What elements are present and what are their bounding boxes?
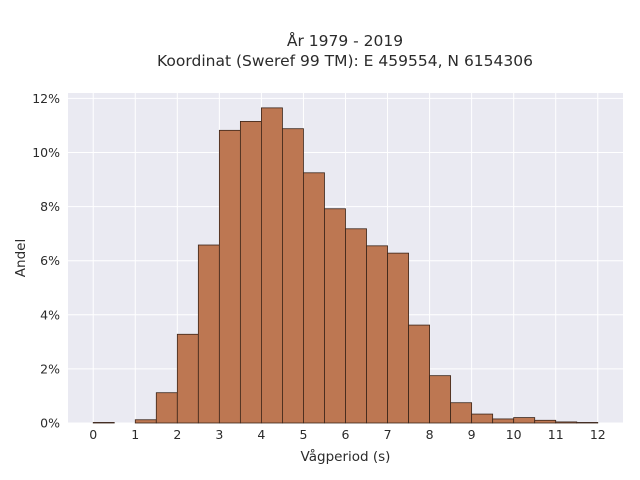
histogram-bar-5 (197, 244, 220, 424)
histogram-bar-16 (429, 375, 452, 424)
y-tick-label-6: 12% (32, 91, 60, 106)
histogram-bar-22 (555, 421, 578, 424)
histogram-bar-21 (534, 419, 557, 424)
histogram-bar-13 (366, 245, 388, 424)
x-tick-label-12: 12 (590, 427, 606, 442)
histogram-bar-4 (176, 333, 199, 424)
histogram-bar-23 (576, 422, 599, 424)
chart-title-line-2: Koordinat (Sweref 99 TM): E 459554, N 61… (157, 52, 533, 70)
y-tick-label-5: 10% (32, 145, 60, 160)
histogram-bar-10 (303, 172, 325, 424)
y-axis-ticks: 0% 2% 4% 6% 8% 10% 12% (32, 91, 60, 431)
histogram-bar-14 (387, 252, 409, 424)
x-axis-label: Vågperiod (s) (301, 448, 391, 465)
x-tick-label-10: 10 (506, 427, 522, 442)
x-tick-label-6: 6 (342, 427, 350, 442)
y-axis-label: Andel (13, 239, 29, 277)
x-tick-label-11: 11 (548, 427, 564, 442)
histogram-bar-12 (345, 228, 367, 424)
x-axis-ticks: 0 1 2 3 4 5 6 7 8 9 10 11 12 (89, 427, 605, 442)
y-tick-label-4: 8% (40, 199, 60, 214)
histogram-bar-8 (261, 107, 283, 424)
histogram-bar-3 (155, 392, 178, 424)
histogram-bar-7 (239, 121, 262, 424)
histogram-bar-9 (282, 128, 304, 424)
x-tick-label-1: 1 (131, 427, 139, 442)
x-tick-label-2: 2 (173, 427, 181, 442)
y-tick-label-1: 2% (40, 361, 60, 376)
x-tick-label-5: 5 (299, 427, 307, 442)
histogram-bar-0 (92, 422, 115, 424)
histogram-bar-6 (218, 129, 241, 424)
histogram-bar-19 (492, 418, 515, 424)
histogram-bar-18 (471, 413, 494, 424)
y-tick-label-0: 0% (40, 416, 60, 431)
x-tick-label-3: 3 (215, 427, 223, 442)
histogram-bar-17 (450, 402, 473, 424)
histogram-bar-2 (134, 419, 157, 424)
x-tick-label-4: 4 (257, 427, 265, 442)
histogram-bar-20 (513, 417, 536, 424)
x-tick-label-9: 9 (468, 427, 476, 442)
x-tick-label-8: 8 (426, 427, 434, 442)
y-tick-label-2: 4% (40, 307, 60, 322)
chart-title-line-1: År 1979 - 2019 (287, 31, 403, 50)
x-tick-label-0: 0 (89, 427, 97, 442)
histogram-bar-11 (324, 208, 346, 424)
histogram-bar-15 (408, 324, 430, 424)
histogram-bars (92, 107, 599, 424)
y-tick-label-3: 6% (40, 253, 60, 268)
x-tick-label-7: 7 (384, 427, 392, 442)
